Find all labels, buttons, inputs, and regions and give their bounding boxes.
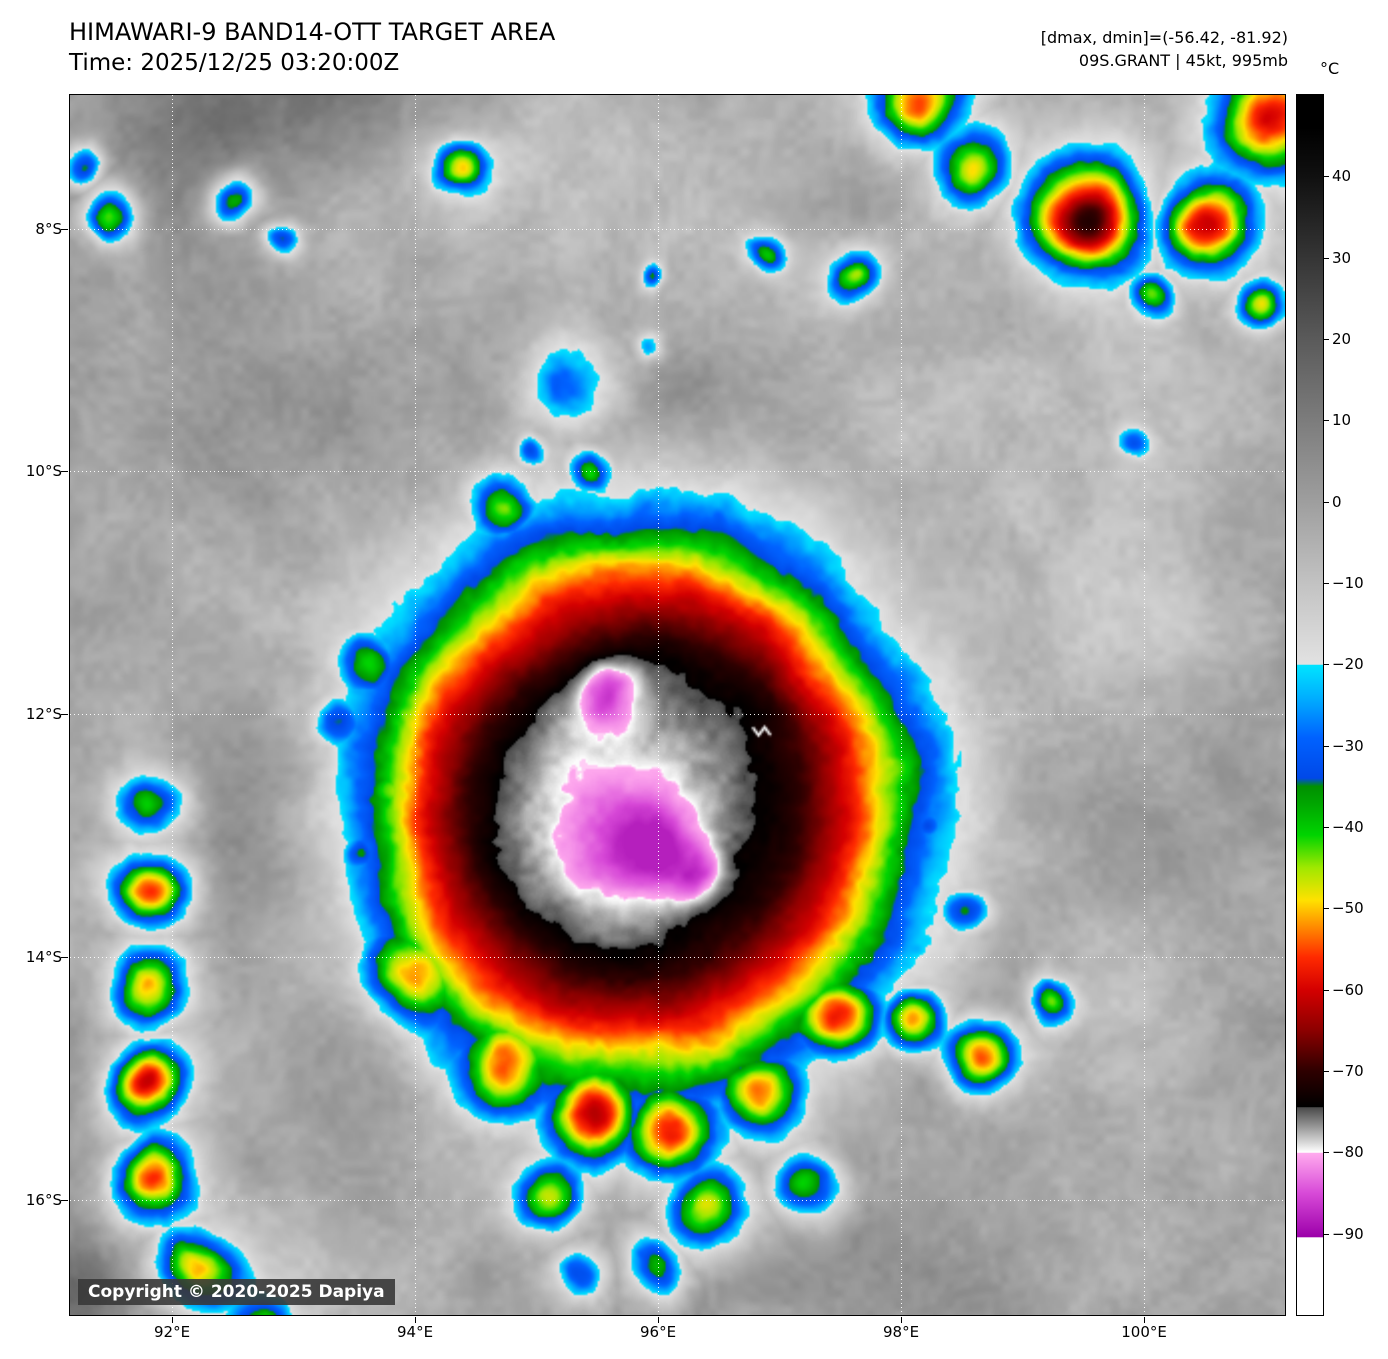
lat-tick-label: 14°S: [25, 947, 62, 966]
lat-tick-mark: [61, 471, 68, 473]
lon-tick-label: 100°E: [1121, 1323, 1167, 1341]
colorbar-tick-mark: [1324, 989, 1329, 991]
lat-tick-mark: [61, 714, 68, 716]
lat-tick-mark: [61, 1199, 68, 1201]
colorbar-tick-label: 40: [1332, 167, 1352, 186]
lat-tick-label: 16°S: [25, 1190, 62, 1209]
lat-tick-label: 12°S: [25, 705, 62, 724]
satellite-plot-area: Copyright © 2020-2025 Dapiya: [69, 94, 1286, 1316]
colorbar-tick-mark: [1324, 257, 1329, 259]
lon-tick-label: 98°E: [883, 1323, 920, 1341]
lon-tick-label: 96°E: [640, 1323, 677, 1341]
colorbar-tick-label: 30: [1332, 248, 1352, 267]
colorbar-tick-label: −40: [1332, 818, 1364, 836]
colorbar-tick-label: −20: [1332, 655, 1364, 674]
colorbar-tick-label: −70: [1332, 1062, 1364, 1080]
colorbar-tick-mark: [1324, 745, 1329, 747]
colorbar-tick-label: −50: [1332, 899, 1364, 918]
colorbar-tick-label: 0: [1332, 492, 1342, 511]
lat-tick-mark: [61, 228, 68, 230]
lon-tick-mark: [415, 1317, 417, 1323]
lon-tick-mark: [901, 1317, 903, 1323]
colorbar-tick-mark: [1324, 908, 1329, 910]
colorbar-tick-label: −90: [1332, 1224, 1364, 1243]
lon-tick-label: 92°E: [154, 1323, 191, 1341]
colorbar-tick-mark: [1324, 1071, 1329, 1072]
colorbar-tick-mark: [1324, 664, 1329, 666]
colorbar-tick-label: −10: [1332, 574, 1364, 592]
lon-tick-mark: [658, 1317, 660, 1323]
colorbar-tick-mark: [1324, 420, 1329, 422]
colorbar-tick-mark: [1324, 827, 1329, 828]
colorbar-tick-mark: [1324, 1233, 1329, 1235]
lat-tick-mark: [61, 956, 68, 958]
dmax-dmin-readout: [dmax, dmin]=(-56.42, -81.92): [1040, 28, 1288, 47]
lon-tick-mark: [1144, 1317, 1146, 1323]
colorbar-tick-mark: [1324, 1152, 1329, 1154]
plot-title: HIMAWARI-9 BAND14-OTT TARGET AREA: [69, 18, 556, 46]
satellite-image: [70, 95, 1285, 1315]
colorbar-tick-mark: [1324, 339, 1329, 340]
colorbar-tick-mark: [1324, 501, 1329, 503]
lat-tick-label: 8°S: [35, 219, 62, 238]
lon-tick-label: 94°E: [397, 1323, 434, 1341]
colorbar-unit-label: °C: [1320, 59, 1340, 78]
colorbar-tick-label: −60: [1332, 980, 1364, 999]
colorbar-tick-label: −80: [1332, 1143, 1364, 1162]
lat-tick-label: 10°S: [25, 462, 62, 481]
colorbar-tick-mark: [1324, 583, 1329, 584]
plot-time-subtitle: Time: 2025/12/25 03:20:00Z: [69, 50, 400, 76]
colorbar-tick-label: 20: [1332, 330, 1352, 348]
copyright-badge: Copyright © 2020-2025 Dapiya: [78, 1279, 395, 1305]
storm-info-readout: 09S.GRANT | 45kt, 995mb: [1078, 51, 1288, 70]
colorbar-tick-mark: [1324, 176, 1329, 178]
colorbar-tick-label: −30: [1332, 736, 1364, 755]
colorbar: [1296, 94, 1324, 1316]
lon-tick-mark: [172, 1317, 174, 1323]
colorbar-tick-label: 10: [1332, 411, 1352, 430]
